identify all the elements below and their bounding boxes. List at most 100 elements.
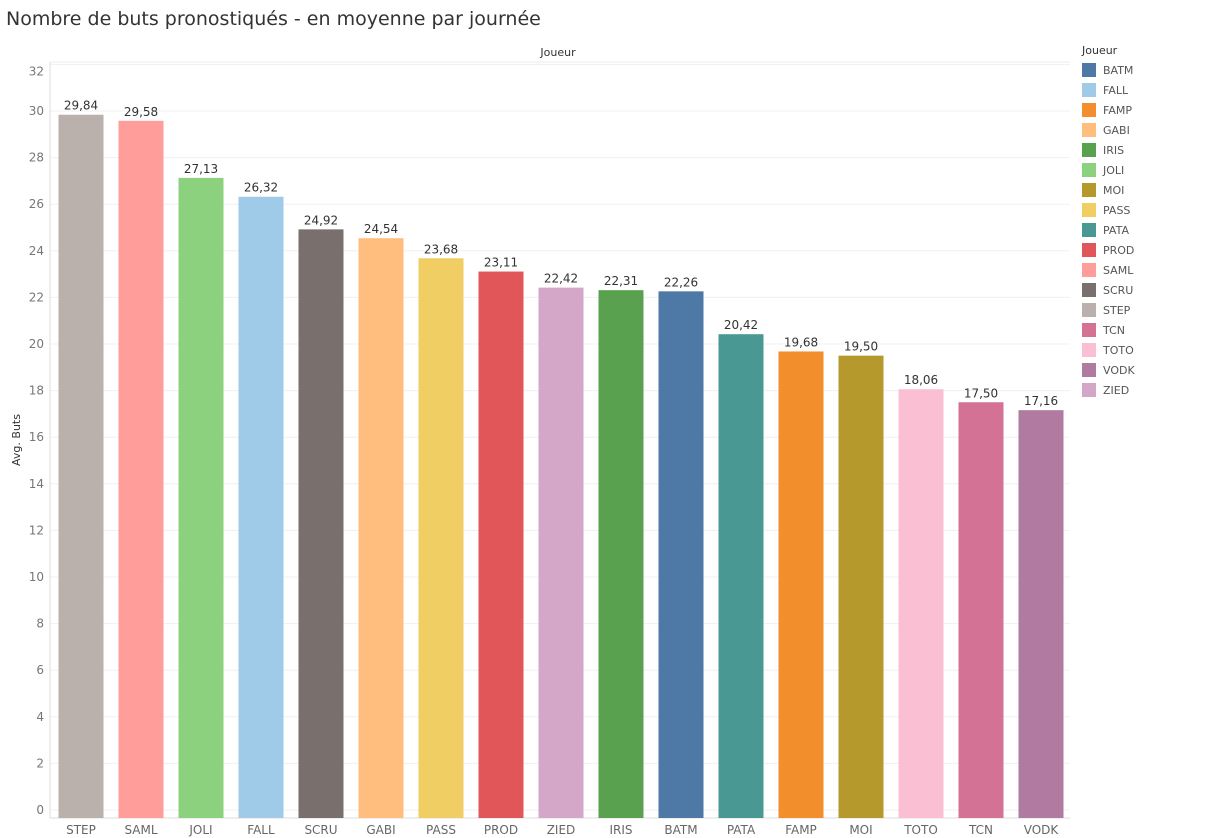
- x-tick-label: BATM: [664, 823, 697, 837]
- legend-label: STEP: [1103, 303, 1131, 317]
- bar-joli[interactable]: [178, 177, 224, 819]
- x-tick-label: MOI: [849, 823, 872, 837]
- bar-tcn[interactable]: [958, 402, 1004, 818]
- legend-swatch: [1082, 123, 1096, 137]
- legend-label: SCRU: [1103, 283, 1134, 297]
- data-label: 17,50: [964, 386, 998, 400]
- data-label: 22,31: [604, 274, 638, 288]
- x-tick-label: TCN: [968, 823, 993, 837]
- legend-swatch: [1082, 283, 1096, 297]
- y-tick-label: 14: [29, 477, 44, 491]
- legend: Joueur BATM FALL FAMP GABI IRIS JOLI MOI PASS PA…: [1082, 44, 1135, 400]
- legend-item[interactable]: PATA: [1082, 220, 1135, 240]
- legend-item[interactable]: MOI: [1082, 180, 1135, 200]
- y-tick-label: 20: [29, 337, 44, 351]
- y-tick-label: 26: [29, 197, 44, 211]
- legend-label: FALL: [1103, 83, 1129, 97]
- legend-swatch: [1082, 163, 1096, 177]
- data-label: 19,68: [784, 335, 818, 349]
- data-label: 23,68: [424, 242, 458, 256]
- y-axis-title: Avg. Buts: [10, 414, 23, 466]
- bar-gabi[interactable]: [358, 238, 404, 818]
- y-tick-label: 24: [29, 244, 44, 258]
- legend-swatch: [1082, 243, 1096, 257]
- legend-item[interactable]: FAMP: [1082, 100, 1135, 120]
- legend-item[interactable]: SCRU: [1082, 280, 1135, 300]
- bar-pass[interactable]: [418, 258, 464, 819]
- legend-item[interactable]: VODK: [1082, 360, 1135, 380]
- legend-item[interactable]: PROD: [1082, 240, 1135, 260]
- bar-toto[interactable]: [898, 389, 944, 818]
- x-tick-label: IRIS: [609, 823, 632, 837]
- bar-fall[interactable]: [238, 196, 284, 818]
- bar-scru[interactable]: [298, 229, 344, 818]
- data-label: 23,11: [484, 256, 518, 270]
- y-tick-label: 28: [29, 151, 44, 165]
- y-tick-label: 0: [36, 803, 44, 817]
- y-tick-label: 2: [36, 756, 44, 770]
- data-label: 22,26: [664, 275, 698, 289]
- x-tick-label: SCRU: [304, 823, 337, 837]
- legend-item[interactable]: BATM: [1082, 60, 1135, 80]
- legend-label: VODK: [1103, 363, 1135, 377]
- legend-swatch: [1082, 143, 1096, 157]
- y-tick-label: 16: [29, 430, 44, 444]
- legend-swatch: [1082, 383, 1096, 397]
- x-tick-label: GABI: [366, 823, 395, 837]
- x-tick-label: FAMP: [785, 823, 817, 837]
- legend-swatch: [1082, 263, 1096, 277]
- legend-item[interactable]: FALL: [1082, 80, 1135, 100]
- y-tick-label: 18: [29, 384, 44, 398]
- bar-chart: 02468101214161820222426283032JoueurAvg. …: [10, 46, 1070, 837]
- legend-item[interactable]: TOTO: [1082, 340, 1135, 360]
- legend-item[interactable]: JOLI: [1082, 160, 1135, 180]
- legend-swatch: [1082, 363, 1096, 377]
- data-label: 26,32: [244, 181, 278, 195]
- legend-item[interactable]: ZIED: [1082, 380, 1135, 400]
- legend-item[interactable]: GABI: [1082, 120, 1135, 140]
- data-label: 18,06: [904, 373, 938, 387]
- data-label: 20,42: [724, 318, 758, 332]
- y-tick-label: 4: [36, 710, 44, 724]
- legend-swatch: [1082, 323, 1096, 337]
- legend-label: PROD: [1103, 243, 1135, 257]
- legend-item[interactable]: PASS: [1082, 200, 1135, 220]
- x-tick-label: SAML: [124, 823, 157, 837]
- data-label: 22,42: [544, 272, 578, 286]
- data-label: 29,84: [64, 99, 98, 113]
- legend-item[interactable]: TCN: [1082, 320, 1135, 340]
- bar-famp[interactable]: [778, 351, 824, 818]
- legend-label: GABI: [1103, 123, 1130, 137]
- x-axis-title: Joueur: [539, 46, 576, 59]
- legend-label: TCN: [1103, 323, 1125, 337]
- legend-label: BATM: [1103, 63, 1134, 77]
- data-label: 29,58: [124, 105, 158, 119]
- bar-pata[interactable]: [718, 334, 764, 818]
- legend-label: FAMP: [1103, 103, 1132, 117]
- legend-swatch: [1082, 303, 1096, 317]
- legend-item[interactable]: SAML: [1082, 260, 1135, 280]
- legend-swatch: [1082, 103, 1096, 117]
- y-tick-label: 8: [36, 617, 44, 631]
- legend-label: SAML: [1103, 263, 1134, 277]
- bar-prod[interactable]: [478, 271, 524, 818]
- y-tick-label: 12: [29, 523, 44, 537]
- bar-zied[interactable]: [538, 287, 584, 818]
- x-tick-label: STEP: [66, 823, 96, 837]
- bar-saml[interactable]: [118, 120, 164, 818]
- data-label: 17,16: [1024, 394, 1058, 408]
- legend-item[interactable]: STEP: [1082, 300, 1135, 320]
- legend-swatch: [1082, 343, 1096, 357]
- y-tick-label: 10: [29, 570, 44, 584]
- x-tick-label: ZIED: [547, 823, 576, 837]
- legend-title: Joueur: [1082, 44, 1118, 57]
- x-tick-label: PROD: [484, 823, 518, 837]
- legend-label: PATA: [1103, 223, 1129, 237]
- legend-item[interactable]: IRIS: [1082, 140, 1135, 160]
- bar-iris[interactable]: [598, 290, 644, 818]
- bar-batm[interactable]: [658, 291, 704, 818]
- bar-moi[interactable]: [838, 355, 884, 818]
- bar-step[interactable]: [58, 114, 104, 818]
- x-tick-label: TOTO: [903, 823, 938, 837]
- bar-vodk[interactable]: [1018, 410, 1064, 818]
